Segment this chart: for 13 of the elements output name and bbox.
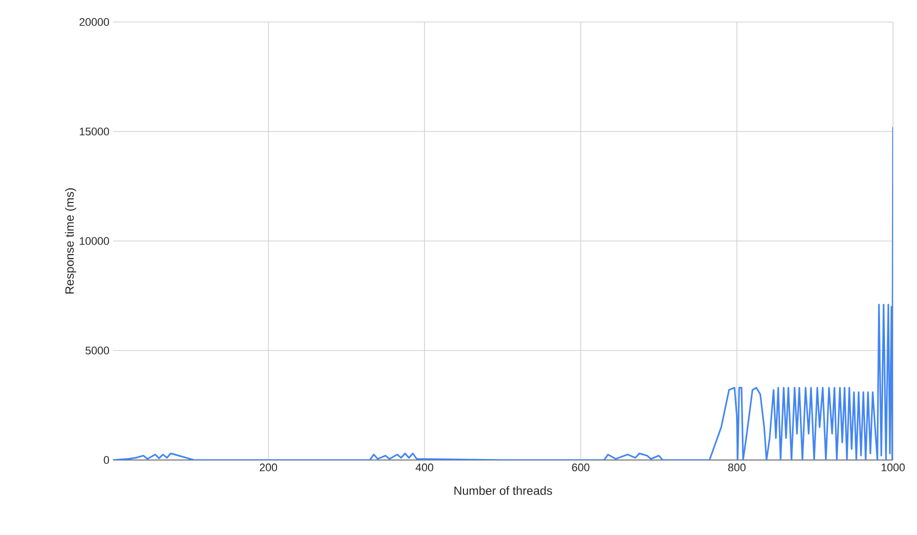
- x-tick-label: 1000: [882, 464, 905, 472]
- x-tick-label: 800: [728, 464, 746, 472]
- x-tick-label: 400: [416, 464, 434, 472]
- y-tick-label: 20000: [80, 18, 110, 26]
- y-tick-label: 0: [104, 456, 110, 464]
- y-tick-label: 15000: [80, 128, 110, 136]
- y-tick-label: 5000: [86, 346, 110, 354]
- y-axis-title: Response time (ms): [65, 188, 76, 294]
- y-tick-label: 10000: [80, 237, 110, 245]
- x-tick-label: 600: [572, 464, 590, 472]
- x-tick-label: 200: [260, 464, 278, 472]
- x-axis-title: Number of threads: [454, 486, 552, 495]
- line-series: [113, 126, 894, 460]
